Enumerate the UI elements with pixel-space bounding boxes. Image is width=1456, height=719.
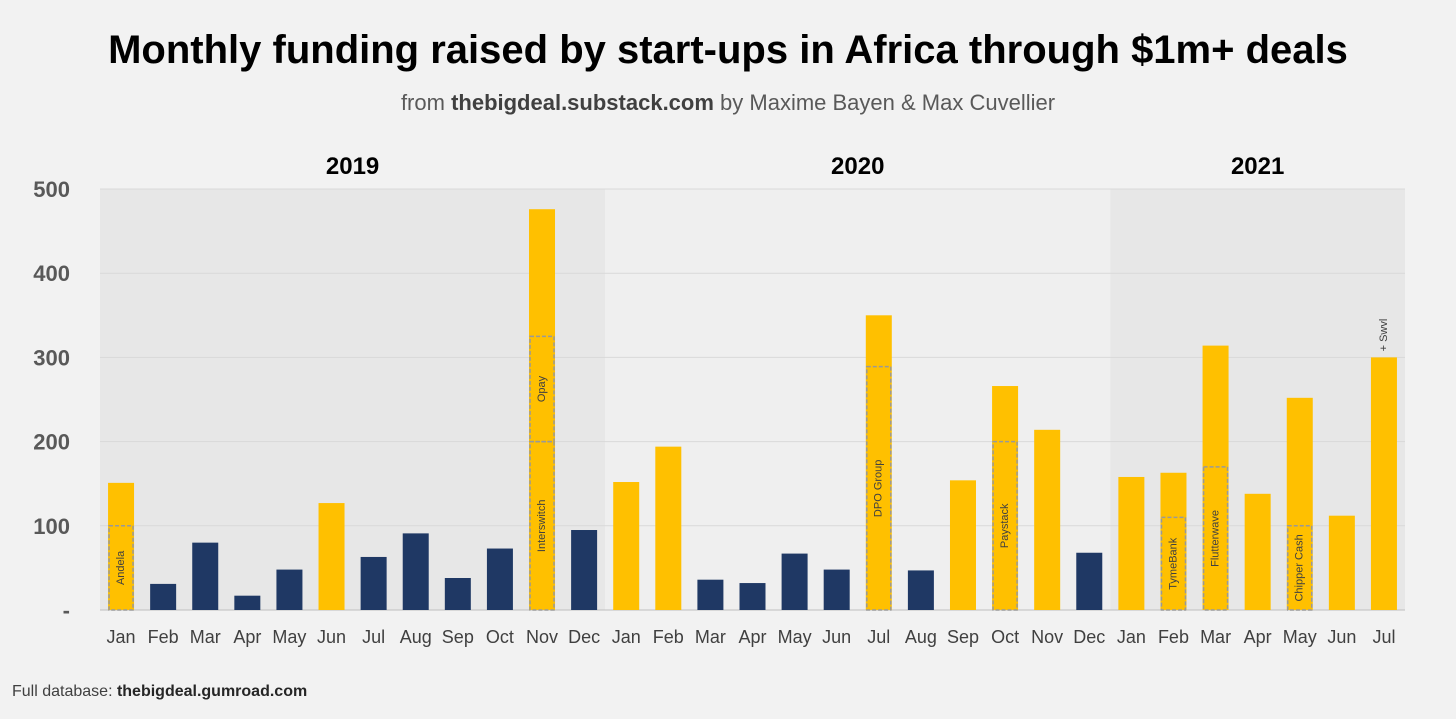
bar-8 <box>444 578 471 610</box>
x-tick-label-30: Jul <box>1372 627 1395 647</box>
x-tick-label-24: Jan <box>1117 627 1146 647</box>
x-tick-label-3: Apr <box>233 627 261 647</box>
deal-label-2: Opay <box>536 375 548 402</box>
deal-label-3: DPO Group <box>873 460 885 517</box>
year-band-2020 <box>605 189 1111 610</box>
x-tick-label-12: Jan <box>612 627 641 647</box>
bar-19 <box>907 570 934 610</box>
x-tick-label-11: Dec <box>568 627 600 647</box>
bar-13 <box>655 446 682 610</box>
x-tick-label-5: Jun <box>317 627 346 647</box>
bar-25 <box>1160 472 1187 610</box>
bar-2 <box>192 542 219 610</box>
deal-box-2 <box>529 335 555 443</box>
bar-17 <box>823 569 850 610</box>
deal-label-0: Andela <box>115 550 127 585</box>
bar-29 <box>1328 515 1355 610</box>
bar-24 <box>1118 476 1145 610</box>
year-label-2020: 2020 <box>831 153 884 180</box>
x-tick-label-14: Mar <box>695 627 726 647</box>
bar-16 <box>781 553 808 610</box>
x-tick-label-7: Aug <box>400 627 432 647</box>
x-tick-label-19: Aug <box>905 627 937 647</box>
year-band-2019 <box>100 189 606 610</box>
bar-12 <box>613 482 640 610</box>
subtitle-prefix: from <box>400 90 452 115</box>
subtitle-authors: by Maxime Bayen & Max Cuvellier <box>713 90 1056 115</box>
x-tick-label-25: Feb <box>1158 627 1189 647</box>
x-tick-label-6: Jul <box>362 627 385 647</box>
bar-26 <box>1202 345 1229 610</box>
deal-box-4 <box>992 440 1018 611</box>
deal-label-5: TymeBank <box>1167 537 1179 589</box>
x-tick-label-29: Jun <box>1327 627 1356 647</box>
x-tick-label-22: Nov <box>1031 627 1063 647</box>
bar-28 <box>1286 397 1313 610</box>
x-tick-label-21: Oct <box>991 627 1019 647</box>
y-tick-label-200: 200 <box>33 430 70 455</box>
bar-1 <box>150 583 177 610</box>
y-tick-label-500: 500 <box>33 177 70 202</box>
bar-3 <box>234 595 261 610</box>
x-tick-label-16: May <box>778 627 812 647</box>
chart-subtitle: from thebigdeal.substack.com by Maxime B… <box>0 90 1456 116</box>
footer-link: thebigdeal.gumroad.com <box>116 683 308 700</box>
annotation-0: + Swvl <box>1378 319 1390 352</box>
x-tick-label-10: Nov <box>526 627 558 647</box>
bar-7 <box>402 533 429 610</box>
deal-box-0 <box>108 525 134 611</box>
x-tick-label-2: Mar <box>190 627 221 647</box>
bar-18 <box>865 315 892 610</box>
bar-14 <box>697 579 724 610</box>
x-tick-label-4: May <box>272 627 306 647</box>
x-tick-label-27: Apr <box>1244 627 1272 647</box>
bar-11 <box>571 530 598 610</box>
x-tick-label-0: Jan <box>107 627 136 647</box>
x-tick-label-15: Apr <box>738 627 766 647</box>
x-tick-label-28: May <box>1283 627 1317 647</box>
y-tick-label-0: - <box>63 598 70 623</box>
x-tick-label-9: Oct <box>486 627 514 647</box>
chart-title: Monthly funding raised by start-ups in A… <box>108 28 1348 72</box>
deal-label-6: Flutterwave <box>1209 510 1221 567</box>
bar-10 <box>529 209 556 610</box>
x-tick-label-26: Mar <box>1200 627 1231 647</box>
bar-21 <box>992 386 1019 610</box>
deal-box-7 <box>1287 525 1313 611</box>
bar-5 <box>318 503 345 610</box>
x-tick-label-1: Feb <box>148 627 179 647</box>
bar-30 <box>1370 357 1397 610</box>
deal-box-5 <box>1160 516 1187 611</box>
deal-label-4: Paystack <box>999 503 1011 548</box>
x-tick-label-20: Sep <box>947 627 979 647</box>
footer-note: Full database: thebigdeal.gumroad.com <box>12 683 307 701</box>
x-tick-label-23: Dec <box>1073 627 1105 647</box>
bar-15 <box>739 583 766 610</box>
bar-6 <box>360 556 387 610</box>
deal-label-7: Chipper Cash <box>1294 534 1306 601</box>
footer-label: Full database: <box>12 683 117 700</box>
y-tick-label-100: 100 <box>33 514 70 539</box>
bar-0 <box>108 482 135 610</box>
x-tick-label-18: Jul <box>867 627 890 647</box>
deal-box-3 <box>866 365 892 611</box>
x-tick-label-8: Sep <box>442 627 474 647</box>
bar-9 <box>486 548 513 610</box>
year-label-2019: 2019 <box>326 153 379 180</box>
bar-4 <box>276 569 303 610</box>
bar-20 <box>949 480 976 610</box>
deal-label-1: Interswitch <box>536 500 548 553</box>
year-label-2021: 2021 <box>1231 153 1284 180</box>
bar-27 <box>1244 493 1271 610</box>
y-tick-label-400: 400 <box>33 261 70 286</box>
deal-box-6 <box>1202 466 1229 611</box>
bar-23 <box>1076 552 1103 610</box>
x-tick-label-13: Feb <box>653 627 684 647</box>
subtitle-site: thebigdeal.substack.com <box>451 90 714 115</box>
bar-22 <box>1034 429 1061 610</box>
y-tick-label-300: 300 <box>33 345 70 370</box>
x-tick-label-17: Jun <box>822 627 851 647</box>
